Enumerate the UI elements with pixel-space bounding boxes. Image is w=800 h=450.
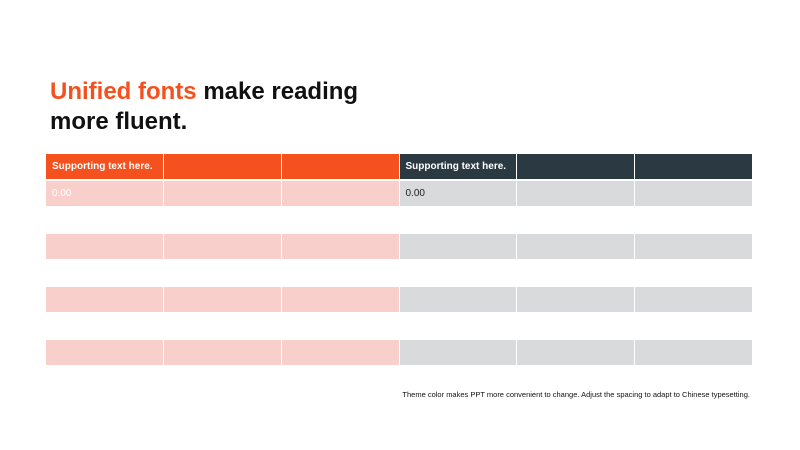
header-cell: Supporting text here. xyxy=(46,154,163,179)
slide-title: Unified fonts make reading more fluent. xyxy=(50,77,358,137)
title-line-1-rest: make reading xyxy=(196,78,359,105)
header-cell: Supporting text here. xyxy=(399,154,517,179)
table-cell xyxy=(399,234,517,259)
table-cell xyxy=(635,287,752,312)
title-line-1: Unified fonts make reading xyxy=(50,77,358,107)
table-cell xyxy=(46,234,163,259)
table-cell xyxy=(635,234,752,259)
data-table: Supporting text here. Supporting text he… xyxy=(46,154,752,365)
header-cell xyxy=(635,154,752,179)
title-line-2: more fluent. xyxy=(50,108,188,135)
table-cell xyxy=(517,181,635,206)
table-cell xyxy=(281,287,399,312)
table-cell xyxy=(399,287,517,312)
title-accent-text: Unified fonts xyxy=(50,78,197,105)
table-cell xyxy=(399,340,517,365)
table-cell xyxy=(46,340,163,365)
table-cell xyxy=(517,287,635,312)
table-cell xyxy=(281,181,399,206)
header-cell xyxy=(163,154,281,179)
table-cell xyxy=(163,181,281,206)
table-cell xyxy=(281,234,399,259)
table-cell xyxy=(163,340,281,365)
header-cell xyxy=(517,154,635,179)
table-cell xyxy=(281,340,399,365)
table-cell xyxy=(46,287,163,312)
table-cell: 0.00 xyxy=(399,181,517,206)
table-cell xyxy=(635,181,752,206)
table-cell xyxy=(163,287,281,312)
table-cell: 0.00 xyxy=(46,181,163,206)
footnote-text: Theme color makes PPT more convenient to… xyxy=(402,390,750,399)
header-cell xyxy=(281,154,399,179)
table-cell xyxy=(163,234,281,259)
table-cell xyxy=(635,340,752,365)
table-cell xyxy=(517,340,635,365)
table-cell xyxy=(517,234,635,259)
